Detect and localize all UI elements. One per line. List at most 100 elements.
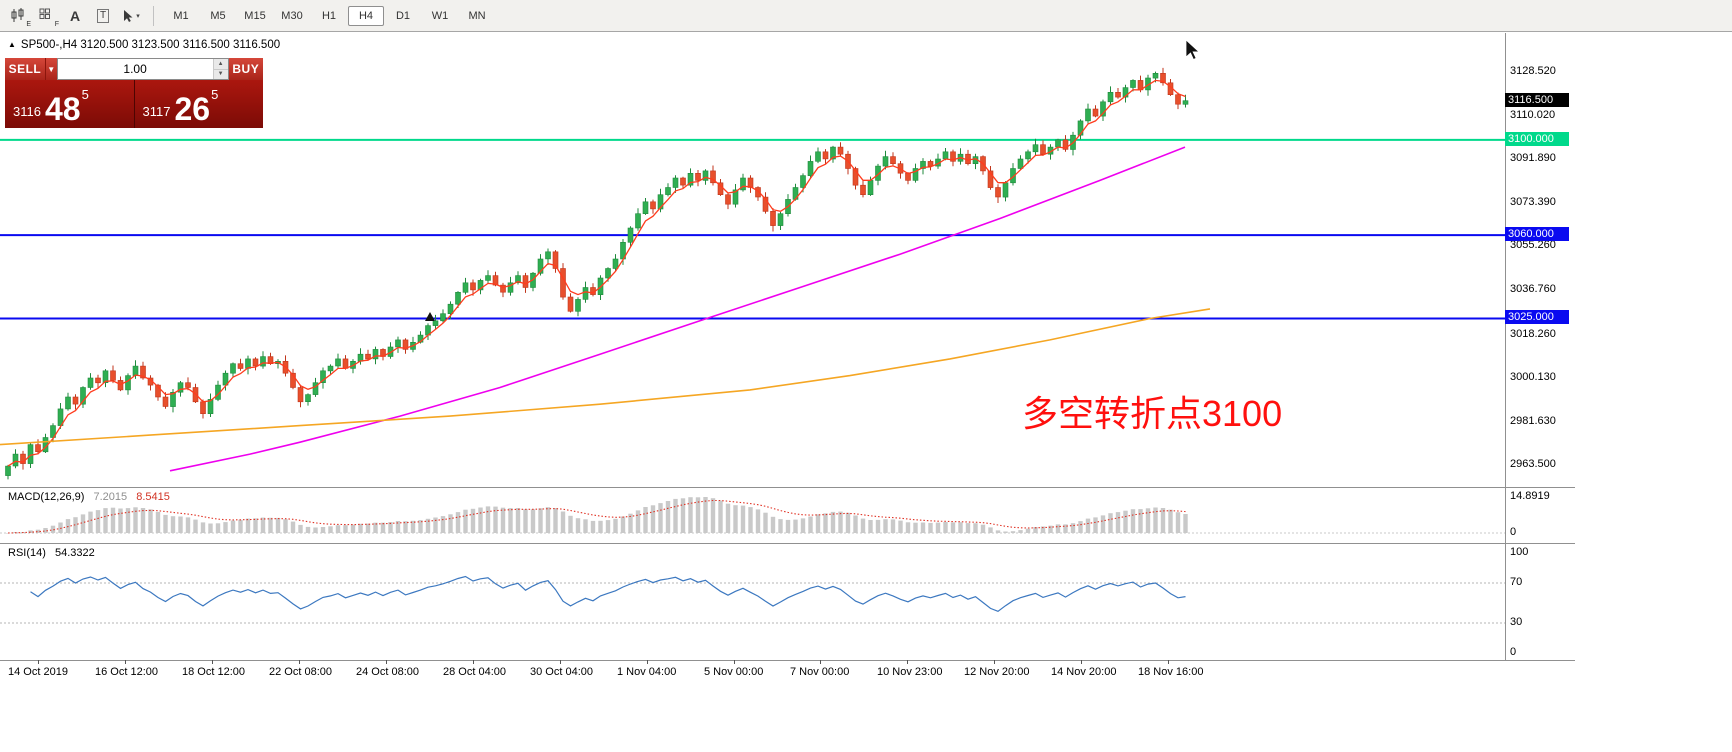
macd-panel-chart[interactable] bbox=[0, 489, 1505, 541]
time-label: 10 Nov 23:00 bbox=[877, 666, 943, 678]
price-badge: 3100.000 bbox=[1505, 132, 1569, 146]
time-label: 18 Oct 12:00 bbox=[182, 666, 245, 678]
time-label: 18 Nov 16:00 bbox=[1138, 666, 1204, 678]
grid-icon[interactable]: F bbox=[34, 4, 60, 28]
time-label: 28 Oct 04:00 bbox=[443, 666, 506, 678]
macd-scale-zero: 0 bbox=[1510, 526, 1517, 538]
rsi-panel-chart[interactable] bbox=[0, 545, 1505, 660]
time-label: 5 Nov 00:00 bbox=[704, 666, 764, 678]
trade-arrow-marker bbox=[425, 312, 435, 321]
time-tick bbox=[125, 660, 126, 664]
time-label: 24 Oct 08:00 bbox=[356, 666, 419, 678]
timeframe-button-h1[interactable]: H1 bbox=[321, 9, 337, 22]
sell-price-pips: 48 bbox=[44, 90, 81, 127]
price-tick-label: 3000.130 bbox=[1510, 371, 1556, 383]
rsi-scale-label: 100 bbox=[1510, 546, 1529, 558]
price-tick-label: 3055.260 bbox=[1510, 239, 1556, 251]
sell-price[interactable]: 3116 48 5 bbox=[5, 80, 134, 128]
time-tick bbox=[907, 660, 908, 664]
price-badge: 3116.500 bbox=[1505, 93, 1569, 107]
price-tick-label: 2963.500 bbox=[1510, 458, 1556, 470]
timeframe-button-m5[interactable]: M5 bbox=[210, 9, 226, 22]
macd-signal-value: 8.5415 bbox=[136, 491, 170, 503]
one-click-trading-panel: SELL ▼ ▲ ▼ BUY 3116 48 5 3117 26 bbox=[5, 58, 264, 128]
buy-price-point: 5 bbox=[211, 87, 219, 102]
buy-price-handle: 3117 bbox=[142, 104, 171, 119]
price-tick-label: 3036.760 bbox=[1510, 283, 1556, 295]
macd-scale-max: 14.8919 bbox=[1510, 490, 1550, 502]
price-tick-label: 3091.890 bbox=[1510, 152, 1556, 164]
buy-price-pips: 26 bbox=[174, 90, 211, 127]
icon-sub-label: E bbox=[26, 20, 31, 28]
price-tick-label: 2981.630 bbox=[1510, 415, 1556, 427]
text-box-glyph: T bbox=[96, 8, 110, 23]
time-tick bbox=[734, 660, 735, 664]
text-box-icon[interactable]: T bbox=[90, 4, 116, 28]
time-label: 7 Nov 00:00 bbox=[790, 666, 850, 678]
symbol-ohlc-header: ▲ SP500-,H4 3120.500 3123.500 3116.500 3… bbox=[8, 39, 280, 51]
collapse-arrow-icon[interactable]: ▲ bbox=[8, 40, 16, 49]
time-axis[interactable]: 14 Oct 2019 16 Oct 12:00 18 Oct 12:00 22 Oc… bbox=[0, 660, 1575, 682]
rsi-name: RSI(14) bbox=[8, 547, 46, 559]
time-tick bbox=[38, 660, 39, 664]
time-label: 16 Oct 12:00 bbox=[95, 666, 158, 678]
chevron-down-icon: ▾ bbox=[136, 12, 140, 20]
icon-sub-label: F bbox=[54, 20, 59, 28]
volume-decrement-button[interactable]: ▼ bbox=[213, 69, 228, 79]
price-axis[interactable]: 3128.520 3110.020 3091.890 3073.390 3055.260… bbox=[1505, 33, 1577, 752]
macd-name: MACD(12,26,9) bbox=[8, 491, 85, 503]
price-tick-label: 3110.020 bbox=[1510, 109, 1556, 121]
chart-text-annotation: 多空转折点3100 bbox=[1022, 393, 1283, 434]
time-tick bbox=[212, 660, 213, 664]
chart-type-icon[interactable]: E bbox=[6, 4, 32, 28]
price-tick-label: 3018.260 bbox=[1510, 328, 1556, 340]
volume-increment-button[interactable]: ▲ bbox=[213, 59, 228, 70]
time-label: 1 Nov 04:00 bbox=[617, 666, 677, 678]
buy-price[interactable]: 3117 26 5 bbox=[135, 80, 264, 128]
time-label: 30 Oct 04:00 bbox=[530, 666, 593, 678]
cursor-tool-icon[interactable]: ▾ bbox=[118, 4, 144, 28]
price-badge: 3025.000 bbox=[1505, 310, 1569, 324]
timeframe-button-w1[interactable]: W1 bbox=[431, 9, 449, 22]
top-toolbar: E F A T ▾ M1 M5 M15 M30 H1 H4 D1 W1 MN bbox=[0, 0, 1732, 32]
timeframe-button-m30[interactable]: M30 bbox=[281, 9, 303, 22]
volume-field: ▲ ▼ bbox=[56, 58, 229, 80]
time-label: 12 Nov 20:00 bbox=[964, 666, 1030, 678]
macd-label: MACD(12,26,9) 7.2015 8.5415 bbox=[8, 491, 170, 503]
timeframe-group: M1 M5 M15 M30 H1 H4 D1 W1 MN bbox=[163, 5, 495, 26]
timeframe-button-m15[interactable]: M15 bbox=[244, 9, 266, 22]
time-label: 22 Oct 08:00 bbox=[269, 666, 332, 678]
price-chart[interactable] bbox=[0, 34, 1505, 487]
time-tick bbox=[299, 660, 300, 664]
rsi-scale-label: 0 bbox=[1510, 646, 1517, 658]
price-tick-label: 3128.520 bbox=[1510, 65, 1556, 77]
chart-window: ▲ SP500-,H4 3120.500 3123.500 3116.500 3… bbox=[0, 33, 1732, 752]
symbol-ohlc-text: SP500-,H4 3120.500 3123.500 3116.500 311… bbox=[20, 39, 281, 51]
order-type-dropdown[interactable]: ▼ bbox=[44, 58, 57, 80]
timeframe-button-m1[interactable]: M1 bbox=[173, 9, 189, 22]
buy-button[interactable]: BUY bbox=[228, 58, 264, 80]
timeframe-button-h4[interactable]: H4 bbox=[348, 5, 384, 26]
rsi-value: 54.3322 bbox=[54, 547, 95, 559]
cursor-glyph bbox=[124, 9, 133, 22]
volume-input[interactable] bbox=[57, 59, 213, 79]
time-tick bbox=[647, 660, 648, 664]
timeframe-button-mn[interactable]: MN bbox=[468, 9, 486, 22]
time-tick bbox=[994, 660, 995, 664]
grid-glyph bbox=[39, 8, 50, 19]
mouse-cursor-icon bbox=[1185, 39, 1201, 61]
panel-resize-handle[interactable] bbox=[0, 543, 1575, 544]
panel-resize-handle[interactable] bbox=[0, 487, 1575, 488]
text-annotation-icon[interactable]: A bbox=[69, 7, 81, 24]
time-tick bbox=[560, 660, 561, 664]
price-divider bbox=[133, 80, 135, 128]
time-axis-separator bbox=[0, 660, 1575, 661]
price-axis-separator bbox=[1505, 33, 1506, 660]
time-tick bbox=[386, 660, 387, 664]
timeframe-button-d1[interactable]: D1 bbox=[395, 9, 411, 22]
sell-button[interactable]: SELL bbox=[5, 58, 45, 80]
macd-main-value: 7.2015 bbox=[93, 491, 128, 503]
time-label: 14 Nov 20:00 bbox=[1051, 666, 1117, 678]
time-tick bbox=[473, 660, 474, 664]
